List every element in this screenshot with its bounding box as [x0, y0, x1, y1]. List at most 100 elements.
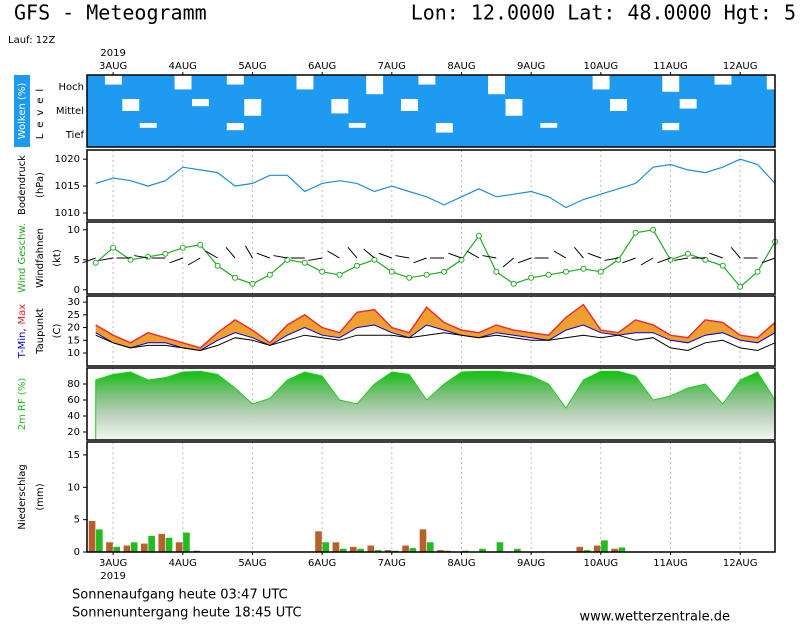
y-tick-label: 1010	[55, 208, 80, 219]
cloud-cell	[609, 123, 628, 147]
cloud-cell	[731, 123, 750, 147]
x-tick-label-bottom: 11AUG	[653, 558, 688, 569]
panel-label: (kt)	[52, 249, 63, 267]
cloud-cell	[365, 123, 384, 147]
precip-bar	[106, 542, 113, 552]
cloud-cell	[452, 123, 471, 147]
panel-label: 2m RF (%)	[17, 378, 28, 431]
y-tick-label: 1015	[55, 181, 80, 192]
wind-speed-point	[197, 241, 204, 248]
cloud-cell	[139, 127, 158, 147]
year-top: 2019	[100, 48, 125, 59]
y-tick-label: 0	[74, 547, 80, 558]
panel-label-part: (kt)	[52, 249, 63, 267]
cloud-cell	[557, 123, 576, 147]
panel-label-part: Level	[35, 83, 46, 139]
precip-bar	[384, 550, 392, 552]
cloud-cell	[226, 99, 245, 123]
pressure-line	[95, 158, 776, 209]
y-tick-label: 40	[67, 411, 80, 422]
cloud-cell	[661, 130, 680, 147]
cloud-cell	[278, 99, 297, 123]
panel-label-part: Niederschlag	[17, 464, 28, 529]
wind-barb	[761, 257, 776, 264]
wind-speed-point	[353, 262, 360, 269]
wind-speed-point	[266, 271, 273, 278]
wind-barb	[378, 252, 392, 259]
wind-barb	[395, 255, 410, 259]
cloud-cell	[505, 75, 523, 99]
cloud-cell	[592, 123, 611, 147]
wind-barb	[308, 257, 323, 261]
cloud-cell	[278, 75, 297, 99]
panel-label: Windfahnen	[35, 228, 46, 288]
precip-bar	[437, 550, 444, 552]
wind-barb	[245, 245, 253, 259]
cloud-cell	[174, 99, 193, 123]
cloud-cell	[104, 84, 123, 99]
precip-bar	[402, 545, 409, 552]
humidity-area	[95, 370, 776, 441]
y-tick-label: 20	[67, 323, 80, 334]
precip-bar	[514, 548, 521, 552]
panel-label: (hPa)	[35, 172, 46, 198]
y-tick-label: 80	[67, 379, 80, 390]
wind-speed-point	[493, 268, 500, 275]
precip-bar	[409, 548, 417, 552]
cloud-cell	[696, 123, 715, 147]
wind-speed-point	[441, 268, 448, 275]
cloud-cell	[557, 99, 576, 123]
cloud-cell	[296, 89, 314, 99]
y-tick-label: 30	[67, 297, 80, 308]
precip-bar	[419, 529, 427, 552]
cloud-cell	[226, 130, 245, 147]
cloud-cell	[104, 123, 123, 147]
wind-speed-point	[597, 268, 604, 275]
precip-bar	[374, 550, 382, 552]
cloud-cell	[400, 111, 419, 123]
cloud-cell	[626, 99, 645, 123]
cloud-cell	[191, 75, 210, 99]
temperature-band	[95, 304, 775, 351]
cloud-cell	[731, 75, 750, 99]
sunset: Sonnenuntergang heute 18:45 UTC	[72, 606, 302, 621]
cloud-cell	[574, 123, 593, 147]
cloud-cell	[592, 99, 611, 123]
cloud-cell	[748, 75, 767, 99]
cloud-cell	[470, 123, 489, 147]
cloud-cell	[121, 111, 140, 123]
panel-label-part: (C)	[52, 324, 63, 339]
cloud-cell	[539, 127, 558, 147]
y-tick-label: 5	[74, 255, 80, 266]
x-tick-label-bottom: 9AUG	[517, 558, 545, 569]
label-background	[14, 75, 30, 147]
y-tick-label: 10	[67, 482, 80, 493]
wind-barb	[187, 257, 201, 266]
cloud-cell	[104, 99, 123, 123]
cloud-cell	[644, 75, 663, 99]
cloud-cell	[87, 75, 105, 99]
wind-barb	[99, 257, 114, 261]
cloud-cell	[714, 99, 732, 123]
cloud-cell	[748, 99, 767, 123]
cloud-cell	[156, 123, 175, 147]
wind-speed-point	[754, 268, 761, 275]
panel-frame	[86, 74, 776, 148]
wind-speed-point	[336, 271, 343, 278]
panel-label: Level	[35, 83, 46, 139]
cloud-cell	[400, 123, 419, 147]
panel-label: (mm)	[35, 483, 46, 510]
panel-frame	[86, 295, 776, 367]
cloud-cell	[156, 99, 175, 123]
y-tick-label: 10	[67, 225, 80, 236]
wind-speed-point	[528, 274, 535, 281]
y-tick-label: 0	[74, 285, 80, 296]
precip-bar	[332, 542, 340, 552]
cloud-cell	[348, 99, 367, 123]
y-tick-label: 20	[67, 427, 80, 438]
cloud-cell	[156, 75, 175, 99]
wind-barb	[657, 257, 671, 264]
cloud-cell	[174, 123, 193, 147]
panel-frame	[86, 441, 776, 553]
cloud-cell	[87, 123, 105, 147]
